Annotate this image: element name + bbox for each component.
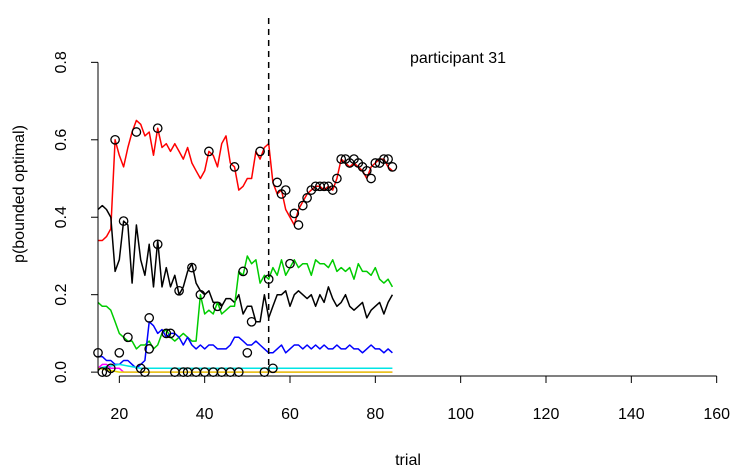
choice-point <box>165 328 176 339</box>
x-axis-label: trial <box>395 452 421 469</box>
choice-point <box>118 216 129 226</box>
choice-point <box>105 363 116 374</box>
x-tick-label: 60 <box>281 406 299 423</box>
choice-point <box>366 173 376 184</box>
choice-point <box>293 220 304 230</box>
x-tick-label: 100 <box>447 406 474 423</box>
y-tick-label: 0.6 <box>53 129 70 151</box>
choice-point <box>246 316 257 327</box>
y-tick-label: 0.4 <box>53 206 70 228</box>
y-tick-label: 0.8 <box>53 51 70 73</box>
choice-point <box>114 347 125 358</box>
choice-point <box>144 344 155 354</box>
x-tick-label: 40 <box>196 406 214 423</box>
y-axis-label: p(bounded optimal) <box>11 125 28 263</box>
series-line-0 <box>98 119 393 242</box>
choice-point <box>319 181 329 192</box>
choice-point <box>370 158 381 168</box>
choice-point <box>135 363 146 374</box>
choice-point <box>152 123 163 134</box>
y-tick-label: 0.0 <box>53 361 70 383</box>
choice-point <box>212 301 223 312</box>
choice-point <box>297 200 308 211</box>
series-layer <box>97 119 394 373</box>
choice-point <box>161 328 172 339</box>
choice-point <box>131 127 142 137</box>
series-line-3 <box>98 321 393 370</box>
choice-point <box>327 185 338 195</box>
x-tick-label: 20 <box>110 406 128 423</box>
choice-point <box>272 177 283 188</box>
choice-point <box>123 332 133 343</box>
choice-point <box>195 289 206 300</box>
choice-point <box>110 134 120 145</box>
choice-point <box>289 208 300 219</box>
x-tick-label: 120 <box>533 406 560 423</box>
choice-point <box>242 347 253 358</box>
choice-point <box>204 146 214 157</box>
x-tick-label: 140 <box>618 406 645 423</box>
choice-point <box>268 363 278 374</box>
choice-point <box>144 313 155 323</box>
y-axis-ticks: 0.0 0.2 0.4 0.6 0.8 <box>53 51 98 383</box>
choice-point <box>238 266 248 277</box>
participant-annotation: participant 31 <box>410 50 506 67</box>
choice-point <box>229 162 240 172</box>
choice-point <box>152 239 163 250</box>
choice-point <box>285 258 295 269</box>
choice-point <box>336 154 347 164</box>
choice-point <box>387 162 398 172</box>
choice-point <box>361 165 372 176</box>
choice-point <box>379 154 389 164</box>
x-tick-label: 80 <box>366 406 384 423</box>
choice-point <box>280 185 291 195</box>
choice-point <box>255 146 265 157</box>
series-line-1 <box>97 204 394 323</box>
choice-point <box>174 285 184 296</box>
choice-point <box>187 262 197 273</box>
x-axis-ticks: 20 40 60 80 100 120 140 160 <box>110 376 730 423</box>
x-tick-label: 160 <box>703 406 730 423</box>
choice-point <box>383 154 393 164</box>
series-line-6 <box>97 367 393 373</box>
choice-point <box>302 193 312 203</box>
y-tick-label: 0.2 <box>53 283 70 305</box>
choice-point <box>332 173 342 184</box>
